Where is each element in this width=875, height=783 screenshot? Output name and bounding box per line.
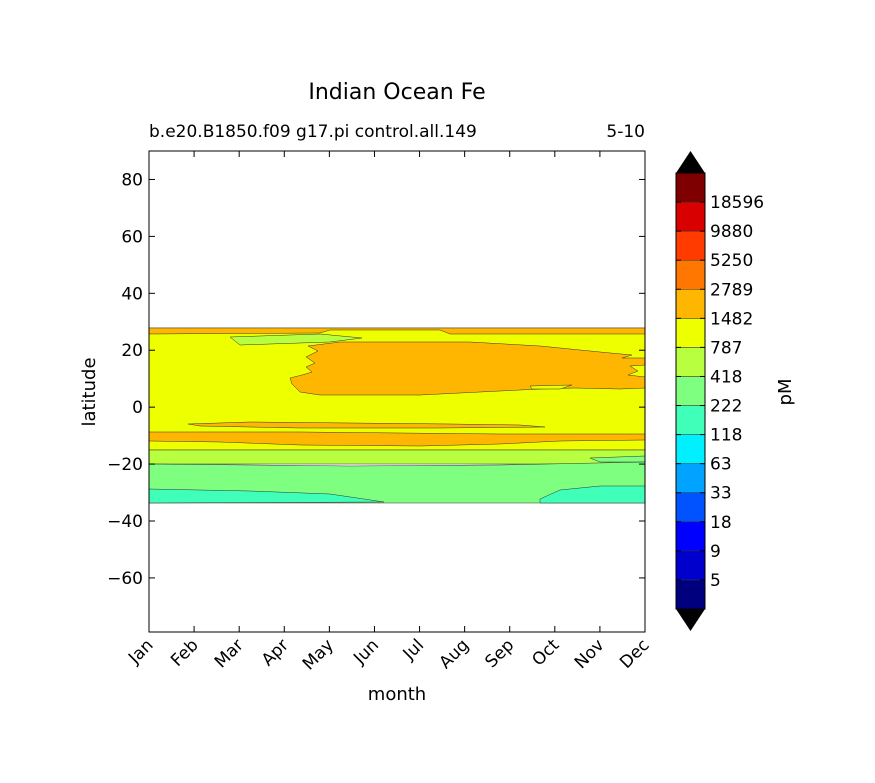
y-axis: 80 60 40 20 0 −20 −40 −60: [107, 170, 645, 589]
y-tick-label: 80: [121, 170, 143, 190]
colorbar-tick-label: 9: [710, 542, 721, 562]
colorbar-tick-label: 1482: [710, 309, 753, 329]
y-tick-label: 60: [121, 227, 143, 247]
colorbar-extend-under: [676, 609, 705, 631]
y-tick-label: 0: [132, 398, 143, 418]
colorbar-tick-label: 18596: [710, 193, 764, 213]
colorbar-tick-label: 63: [710, 455, 732, 475]
colorbar-tick-label: 33: [710, 484, 732, 504]
colorbar-tick-label: 222: [710, 397, 742, 417]
colorbar-tick-label: 5250: [710, 251, 753, 271]
colorbar-segment: [675, 347, 706, 377]
colorbar-segment: [675, 318, 706, 348]
colorbar-label: pM: [775, 379, 796, 406]
colorbar-tick-label: 18: [710, 513, 732, 533]
x-axis-label: month: [368, 684, 426, 705]
chart-subtitle-right: 5-10: [606, 122, 645, 142]
colorbar-segment: [675, 579, 706, 610]
colorbar-segment: [675, 405, 706, 435]
colorbar-segment: [675, 376, 706, 406]
colorbar-frame: [675, 172, 706, 610]
y-tick-label: 20: [121, 341, 143, 361]
colorbar-segment: [675, 463, 706, 493]
chart-title: Indian Ocean Fe: [308, 80, 485, 105]
colorbar-segment: [675, 172, 706, 203]
colorbar-tick-label: 9880: [710, 222, 753, 242]
colorbar-segment: [675, 230, 706, 261]
colorbar-segment: [675, 201, 706, 232]
plot-area: [148, 150, 646, 633]
y-tick-label: −40: [107, 512, 143, 532]
y-tick-label: −60: [107, 569, 143, 589]
colorbar-tick-label: 2789: [710, 280, 753, 300]
colorbar-tick-label: 418: [710, 367, 742, 387]
colorbar-tick-label: 118: [710, 426, 742, 446]
y-axis-label: latitude: [79, 357, 100, 426]
colorbar-extend-over: [676, 151, 705, 173]
colorbar-segment: [675, 434, 706, 464]
colorbar-segment: [675, 492, 706, 523]
colorbar: 5 9 18 33 63 118 222 418 787 1482 2789 5250 9880 1859…: [675, 151, 764, 631]
colorbar-tick-label: 787: [710, 338, 742, 358]
colorbar-segment: [675, 521, 706, 552]
chart-subtitle-left: b.e20.B1850.f09 g17.pi control.all.149: [149, 122, 477, 142]
colorbar-segment: [675, 259, 706, 290]
y-tick-label: −20: [107, 455, 143, 475]
contour-fill: [148, 327, 646, 504]
colorbar-segment: [675, 289, 706, 319]
colorbar-segment: [675, 550, 706, 581]
colorbar-tick-label: 5: [710, 571, 721, 591]
y-tick-label: 40: [121, 284, 143, 304]
